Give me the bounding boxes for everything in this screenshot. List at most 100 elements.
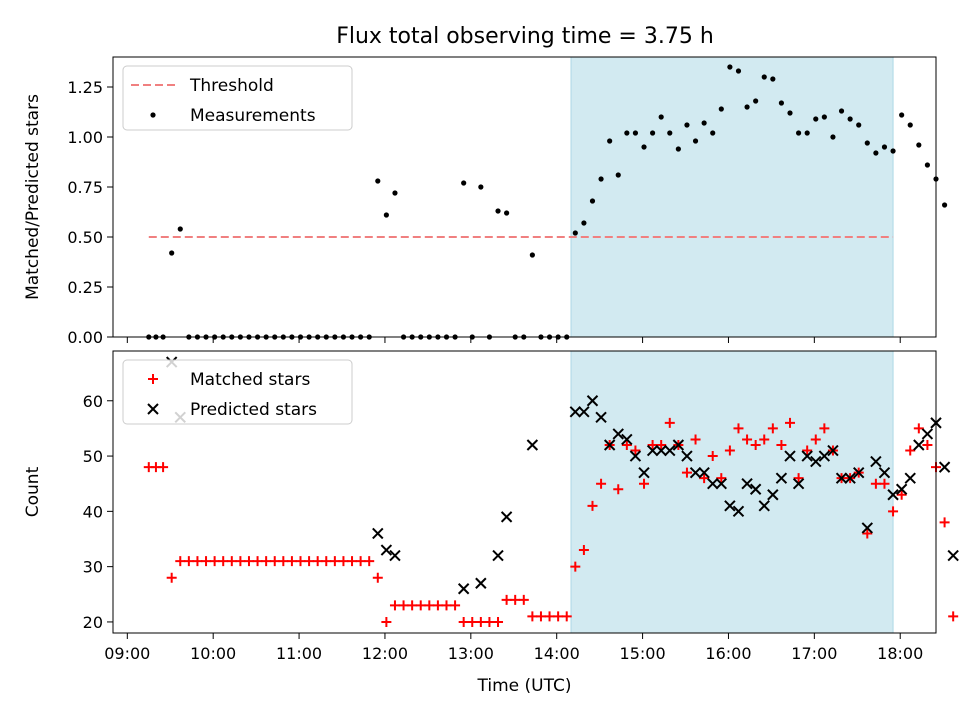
measurement-point (641, 144, 647, 150)
matched-stars-point (939, 517, 950, 528)
matched-stars-point (261, 556, 272, 567)
matched-stars-point (896, 489, 907, 500)
matched-stars-point (329, 556, 340, 567)
measurement-point (478, 184, 484, 190)
matched-stars-point (321, 556, 332, 567)
y-tick-label: 0.00 (67, 328, 103, 347)
matched-stars-point (458, 616, 469, 627)
matched-stars-point (544, 611, 555, 622)
matched-stars-point (535, 611, 546, 622)
x-axis-label: Time (UTC) (477, 676, 572, 696)
matched-stars-point (664, 417, 675, 428)
predicted-stars-point (870, 455, 882, 468)
predicted-stars-point (457, 583, 470, 595)
measurement-point (581, 220, 587, 226)
chart-title: Flux total observing time = 3.75 h (336, 24, 714, 49)
legend-label: Threshold (189, 76, 274, 96)
matched-stars-point (810, 434, 821, 445)
legend-matched-swatch (148, 374, 158, 384)
measurement-point (529, 252, 535, 258)
predicted-stars-point (835, 472, 848, 484)
predicted-stars-point (784, 450, 796, 462)
matched-stars-point (269, 556, 280, 567)
predicted-stars-point (595, 411, 607, 424)
measurement-point (864, 140, 870, 146)
x-tick-label: 10:00 (190, 644, 236, 663)
matched-stars-point (870, 478, 881, 489)
legend: Threshold Measurements (122, 65, 353, 131)
y-tick-label: 1.25 (67, 78, 103, 97)
y-tick-label: 0.50 (67, 228, 103, 247)
top-panel: 0.00 0.25 0.50 0.75 1.00 1.25 Matched/Predicte… (23, 56, 948, 347)
matched-stars-point (510, 594, 521, 605)
x-tick-label: 16:00 (705, 644, 751, 663)
matched-stars-point (630, 445, 641, 456)
y-tick-label: 60 (83, 392, 103, 411)
predicted-stars-point (372, 527, 384, 540)
measurement-point (710, 130, 716, 136)
predicted-stars-point (698, 466, 710, 479)
matched-stars-point (295, 556, 306, 567)
observing-window-span (570, 350, 894, 634)
axes-frame (112, 56, 937, 338)
predicted-stars-point (500, 511, 513, 523)
measurement-point (873, 150, 879, 156)
predicted-stars-point (689, 466, 702, 479)
x-tick-label: 17:00 (791, 644, 837, 663)
predicted-stars-point (389, 549, 401, 562)
predicted-stars-point (938, 461, 951, 473)
matched-stars-point (596, 478, 607, 489)
measurement-point (744, 104, 750, 110)
matched-stars-point (527, 611, 538, 622)
predicted-stars-point (818, 450, 831, 462)
predicted-stars-point (895, 483, 908, 495)
y-axis-label: Matched/Predicted stars (23, 94, 43, 300)
measurement-point (718, 106, 724, 112)
legend-box (122, 65, 353, 131)
matched-stars-point (192, 556, 203, 567)
measurement-point (667, 130, 673, 136)
measurement-point (632, 130, 639, 136)
predicted-stars-point (913, 439, 925, 451)
predicted-stars-point (578, 406, 590, 418)
observing-window-span (570, 56, 894, 338)
legend-label: Predicted stars (190, 400, 317, 420)
predicted-stars-point (792, 477, 805, 490)
measurement-point (727, 64, 733, 70)
matched-stars-point (226, 556, 237, 567)
measurement-point (461, 180, 467, 186)
measurement-point (795, 130, 802, 136)
matched-stars-point (862, 528, 873, 539)
matched-stars-point (681, 467, 692, 478)
series-predicted-stars (165, 356, 959, 595)
axes-frame (112, 350, 937, 634)
matched-stars-point (716, 473, 727, 484)
matched-stars-point (475, 616, 486, 627)
measurement-point (804, 130, 810, 136)
matched-stars-point (767, 423, 778, 434)
y-tick-label: 50 (83, 447, 103, 466)
matched-stars-point (690, 434, 701, 445)
matched-stars-point (793, 473, 804, 484)
y-tick-label: 1.00 (67, 128, 103, 147)
matched-stars-point (175, 556, 186, 567)
measurement-point (658, 114, 664, 120)
matched-stars-point (424, 600, 435, 611)
matched-stars-point (493, 616, 504, 627)
measurement-point (598, 176, 604, 182)
measurement-point (735, 68, 742, 74)
predicted-stars-point (672, 439, 685, 451)
legend-predicted-swatch (147, 403, 159, 415)
measurement-point (907, 122, 913, 128)
predicted-stars-point (801, 450, 813, 462)
matched-stars-point (724, 445, 735, 456)
legend-label: Matched stars (190, 370, 310, 390)
predicted-stars-point (664, 444, 676, 457)
predicted-stars-point (492, 549, 504, 562)
y-tick-label: 0.75 (67, 178, 103, 197)
measurement-point (941, 202, 948, 208)
matched-stars-point (166, 572, 177, 583)
measurement-point (916, 142, 922, 148)
predicted-stars-point (724, 500, 736, 512)
y-axis-label: Count (23, 466, 43, 517)
